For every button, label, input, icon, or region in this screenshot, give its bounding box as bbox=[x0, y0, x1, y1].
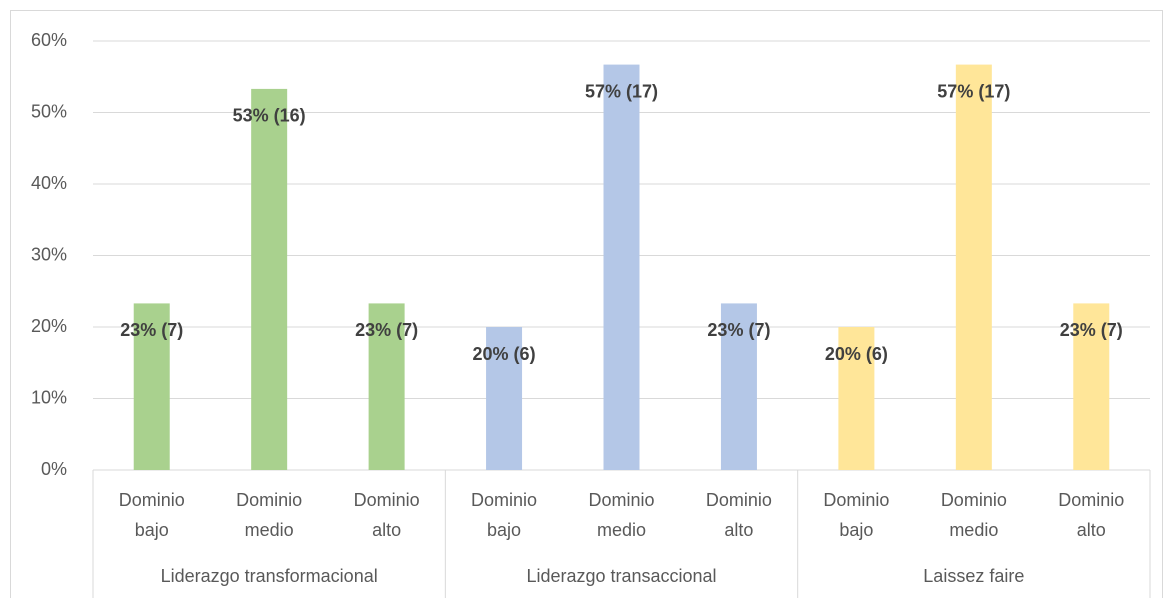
group-label: Laissez faire bbox=[923, 566, 1024, 586]
y-tick-label: 40% bbox=[31, 173, 67, 193]
bar bbox=[133, 303, 170, 470]
y-tick-label: 0% bbox=[41, 459, 67, 479]
x-tick-label: Dominio alto bbox=[1058, 490, 1125, 540]
y-tick-label: 10% bbox=[31, 387, 67, 407]
y-tick-label: 50% bbox=[31, 101, 67, 121]
x-tick-label: Dominio bajo bbox=[823, 490, 890, 540]
data-label: 23% (7) bbox=[707, 320, 770, 340]
y-tick-label: 20% bbox=[31, 316, 67, 336]
x-tick-label: Dominio medio bbox=[236, 490, 303, 540]
bar bbox=[603, 64, 640, 470]
x-tick-label: Dominio alto bbox=[705, 490, 772, 540]
bar bbox=[1073, 303, 1110, 470]
data-label: 23% (7) bbox=[355, 320, 418, 340]
bar bbox=[720, 303, 757, 470]
group-label: Liderazgo transaccional bbox=[526, 566, 716, 586]
x-tick-label: Dominio medio bbox=[588, 490, 655, 540]
x-tick-label: Dominio alto bbox=[353, 490, 420, 540]
x-tick-label: Dominio bajo bbox=[118, 490, 185, 540]
x-tick-label: Dominio medio bbox=[940, 490, 1007, 540]
data-label: 53% (16) bbox=[233, 106, 306, 126]
y-tick-label: 60% bbox=[31, 30, 67, 50]
group-label: Liderazgo transformacional bbox=[161, 566, 378, 586]
bar bbox=[251, 88, 288, 470]
data-label: 23% (7) bbox=[120, 320, 183, 340]
data-label: 23% (7) bbox=[1060, 320, 1123, 340]
data-label: 57% (17) bbox=[585, 81, 658, 101]
data-label: 57% (17) bbox=[937, 81, 1010, 101]
bar bbox=[955, 64, 992, 470]
bar bbox=[838, 327, 875, 470]
x-tick-label: Dominio bajo bbox=[471, 490, 538, 540]
data-label: 20% (6) bbox=[473, 344, 536, 364]
bar bbox=[368, 303, 405, 470]
bar bbox=[486, 327, 523, 470]
chart-border bbox=[10, 10, 1163, 598]
data-label: 20% (6) bbox=[825, 344, 888, 364]
y-tick-label: 30% bbox=[31, 244, 67, 264]
